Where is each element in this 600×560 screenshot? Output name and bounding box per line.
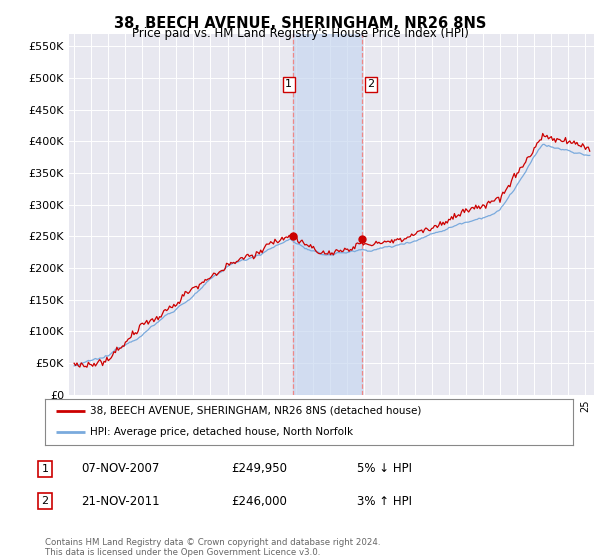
Bar [293, 34, 362, 395]
Text: 21-NOV-2011: 21-NOV-2011 [81, 494, 160, 508]
Text: 2: 2 [367, 80, 374, 89]
Text: £249,950: £249,950 [231, 462, 287, 475]
Text: 1: 1 [41, 464, 49, 474]
Text: 07-NOV-2007: 07-NOV-2007 [81, 462, 160, 475]
Text: 1: 1 [285, 80, 292, 89]
Text: 3% ↑ HPI: 3% ↑ HPI [357, 494, 412, 508]
Text: 38, BEECH AVENUE, SHERINGHAM, NR26 8NS (detached house): 38, BEECH AVENUE, SHERINGHAM, NR26 8NS (… [90, 406, 421, 416]
Text: £246,000: £246,000 [231, 494, 287, 508]
Text: 2: 2 [41, 496, 49, 506]
Text: 5% ↓ HPI: 5% ↓ HPI [357, 462, 412, 475]
Text: 38, BEECH AVENUE, SHERINGHAM, NR26 8NS: 38, BEECH AVENUE, SHERINGHAM, NR26 8NS [114, 16, 486, 31]
Text: Contains HM Land Registry data © Crown copyright and database right 2024.
This d: Contains HM Land Registry data © Crown c… [45, 538, 380, 557]
Text: Price paid vs. HM Land Registry's House Price Index (HPI): Price paid vs. HM Land Registry's House … [131, 27, 469, 40]
Text: HPI: Average price, detached house, North Norfolk: HPI: Average price, detached house, Nort… [90, 427, 353, 437]
